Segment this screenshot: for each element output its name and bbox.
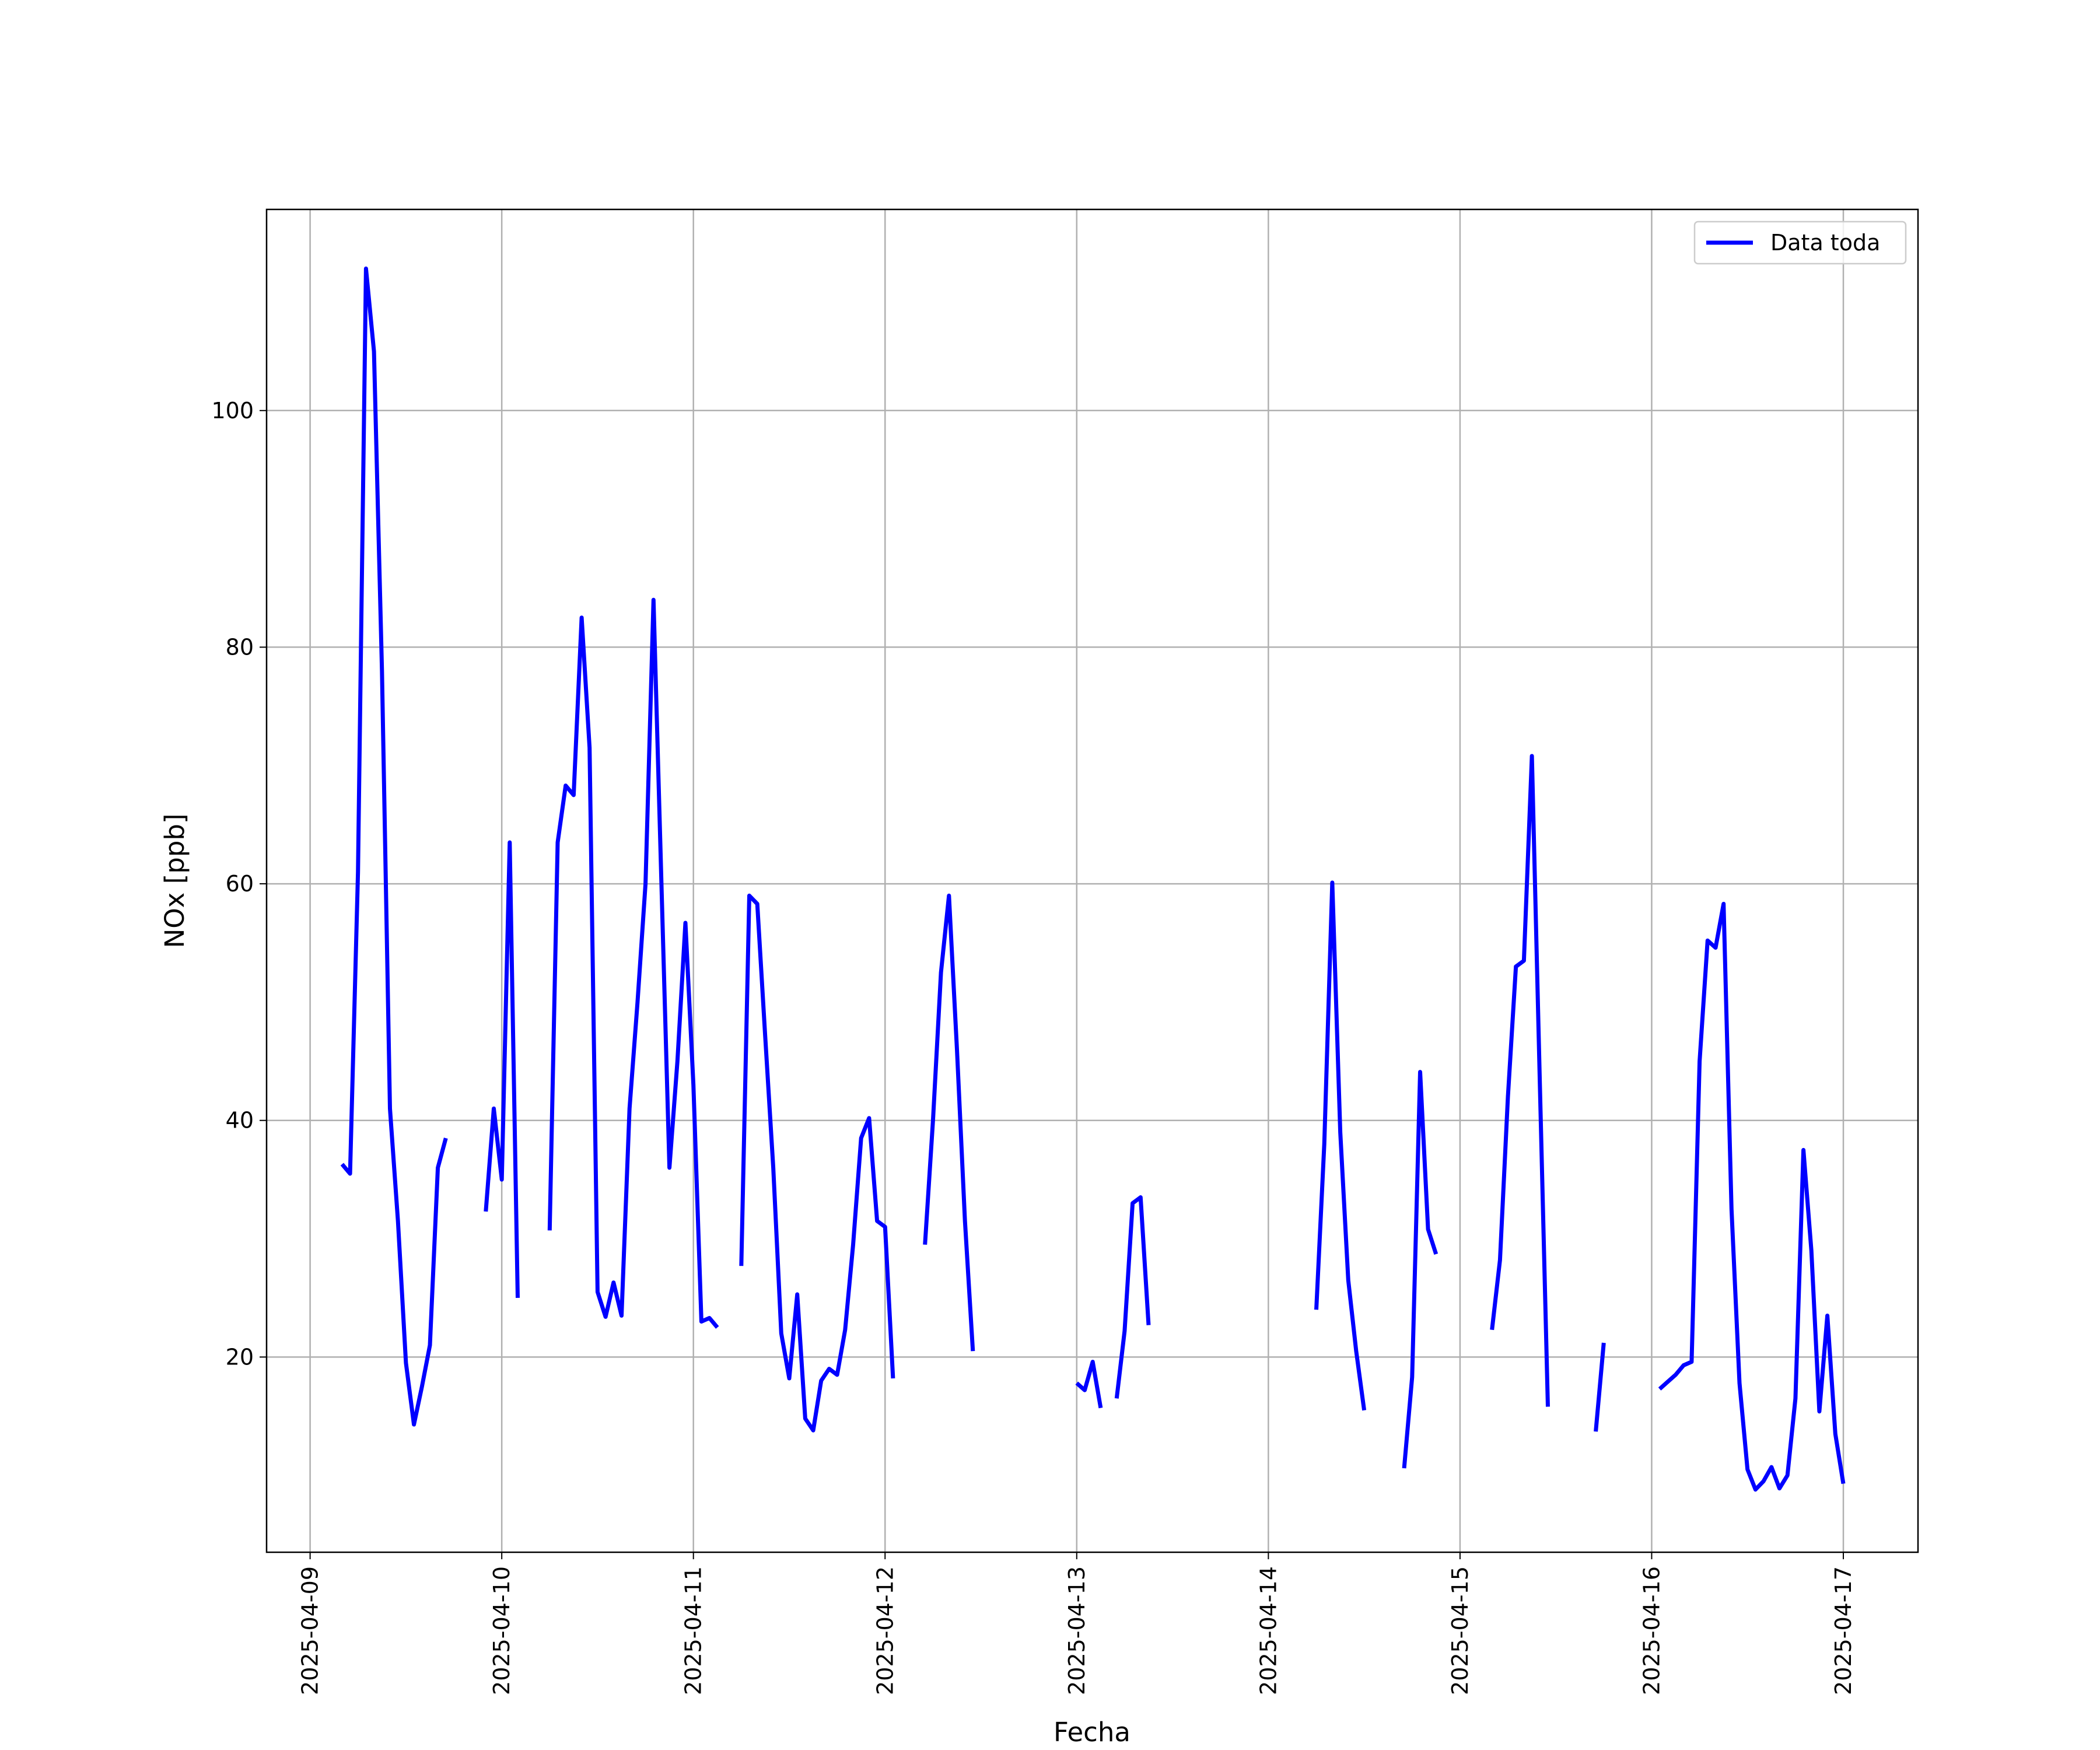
x-tick-label: 2025-04-11 xyxy=(681,1566,706,1695)
y-tick-label: 60 xyxy=(226,871,254,897)
x-tick-label: 2025-04-10 xyxy=(489,1566,514,1695)
y-axis-label: NOx [ppb] xyxy=(159,814,190,949)
x-tick-label: 2025-04-13 xyxy=(1064,1566,1090,1695)
x-tick-label: 2025-04-12 xyxy=(872,1566,898,1695)
x-tick-label: 2025-04-16 xyxy=(1639,1566,1664,1695)
legend-label: Data toda xyxy=(1770,230,1880,256)
y-tick-label: 100 xyxy=(211,398,254,424)
y-tick-label: 20 xyxy=(226,1344,254,1370)
plot-frame xyxy=(265,208,1919,1553)
legend-box xyxy=(1693,220,1907,265)
x-tick-label: 2025-04-14 xyxy=(1255,1566,1281,1695)
x-axis-label: Fecha xyxy=(1054,1717,1130,1748)
x-tick-label: 2025-04-09 xyxy=(298,1566,323,1695)
y-tick-label: 80 xyxy=(226,634,254,660)
x-tick-label: 2025-04-15 xyxy=(1447,1566,1473,1695)
y-tick-label: 40 xyxy=(226,1108,254,1133)
x-tick-label: 2025-04-17 xyxy=(1831,1566,1856,1695)
data-line xyxy=(340,266,1846,1492)
